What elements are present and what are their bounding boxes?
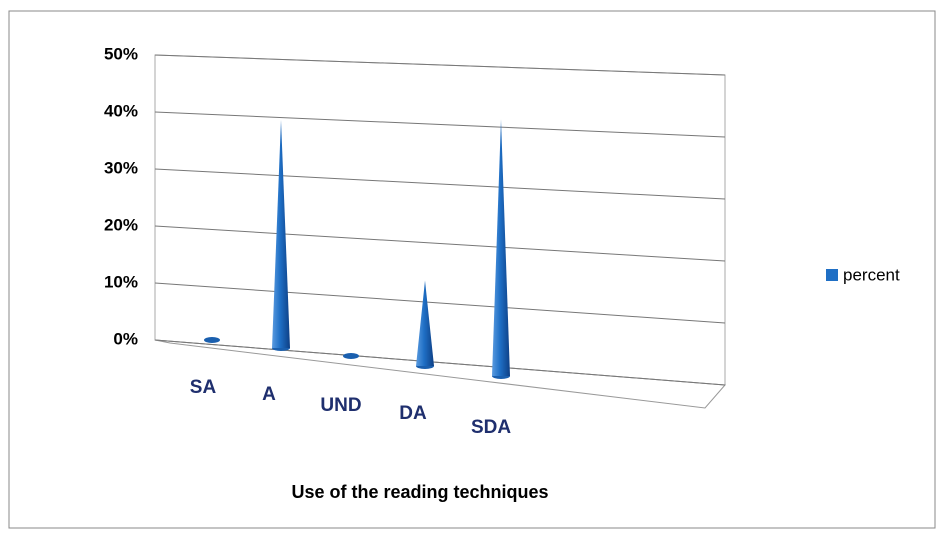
y-tick-label: 0% [113, 329, 138, 348]
grid-line [154, 339, 726, 386]
grid-line [154, 282, 726, 324]
cone-part [343, 353, 359, 359]
x-tick-label: A [262, 384, 276, 405]
y-tick-label: 40% [104, 101, 138, 120]
x-tick-label: UND [320, 395, 361, 416]
y-tick-label: 50% [104, 44, 138, 63]
y-tick-label: 20% [104, 215, 138, 234]
cone [492, 119, 510, 379]
x-tick-label: SA [190, 377, 217, 398]
grid-line [154, 168, 726, 200]
legend-label: percent [843, 265, 900, 284]
cone [272, 120, 290, 351]
chart-border [8, 10, 936, 529]
cone [343, 353, 359, 359]
grid-line [154, 54, 726, 76]
grid-line [154, 225, 726, 262]
cone [204, 337, 220, 343]
x-tick-label: DA [399, 403, 427, 424]
cone-part [492, 119, 510, 376]
y-tick-label: 30% [104, 158, 138, 177]
grid-line [154, 111, 726, 138]
legend-swatch [826, 269, 838, 281]
x-axis-label: Use of the reading techniques [291, 482, 548, 502]
y-tick-label: 10% [104, 272, 138, 291]
cone-part [272, 120, 290, 348]
cone-part [204, 337, 220, 343]
x-tick-label: SDA [471, 417, 511, 438]
cone-part [416, 280, 434, 366]
cone [416, 280, 434, 369]
